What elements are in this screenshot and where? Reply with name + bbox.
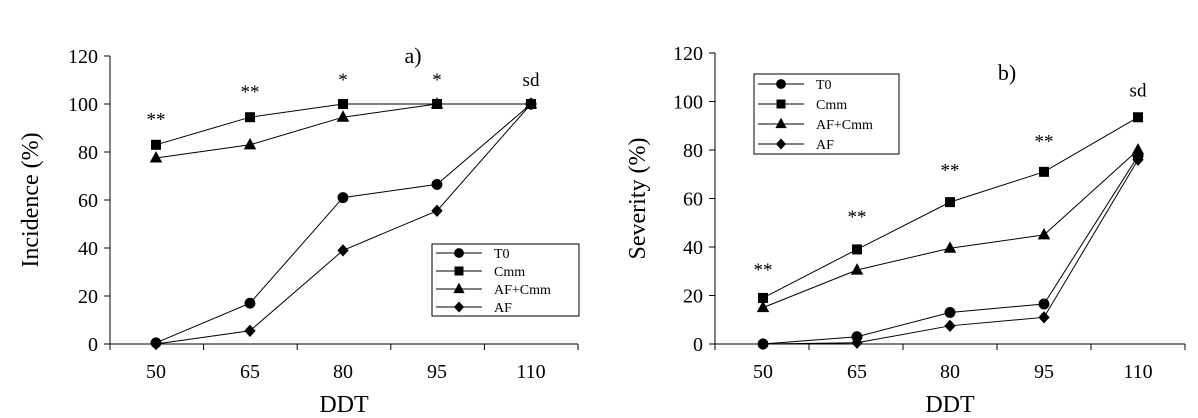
data-point	[851, 336, 863, 349]
y-tick-label: 100	[68, 94, 98, 116]
significance-annotation: sd	[1130, 81, 1147, 102]
y-tick-label: 20	[683, 286, 703, 308]
data-point	[243, 137, 257, 150]
legend: T0 Cmm AF+Cmm AF	[431, 243, 580, 317]
chart-panel-a: 0 20 40 60 80 100 120 50 65 80 95 110 DDT Incidence (…	[18, 43, 580, 418]
data-point	[151, 139, 161, 150]
data-point	[337, 192, 349, 204]
x-axis-title: DDT	[925, 392, 975, 418]
series-cmm	[151, 99, 536, 150]
data-point	[244, 324, 256, 337]
legend-marker	[776, 99, 786, 109]
series-af	[757, 153, 1144, 351]
y-tick-label: 0	[693, 334, 703, 356]
y-tick-label: 120	[673, 43, 703, 65]
legend-label: Cmm	[816, 98, 847, 113]
x-tick-label: 50	[753, 361, 773, 383]
data-point	[757, 337, 769, 351]
series-af	[150, 97, 537, 351]
significance-annotation: **	[241, 82, 260, 103]
data-point	[1038, 298, 1050, 310]
significance-annotation: *	[432, 70, 442, 91]
legend-marker	[776, 79, 786, 89]
y-tick-label: 60	[683, 189, 703, 211]
data-point	[431, 178, 443, 190]
data-point	[244, 297, 256, 309]
y-tick-label: 60	[78, 190, 98, 212]
x-tick-label: 50	[146, 361, 166, 383]
significance-annotation: sd	[523, 70, 540, 91]
significance-annotation: *	[338, 70, 348, 91]
data-point	[943, 241, 957, 253]
y-axis-title: Severity (%)	[625, 138, 651, 260]
legend-marker	[453, 282, 465, 294]
legend-marker	[775, 138, 787, 150]
y-tick-label: 100	[673, 92, 703, 114]
data-point	[245, 112, 255, 123]
x-tick-label: 110	[1123, 361, 1152, 383]
data-point	[1038, 311, 1050, 324]
legend-label: T0	[816, 78, 832, 93]
y-tick-label: 20	[78, 286, 98, 308]
data-point	[431, 204, 443, 217]
y-tick-label: 40	[683, 237, 703, 259]
data-point	[337, 244, 349, 257]
y-tick-label: 40	[78, 238, 98, 260]
x-tick-label: 80	[333, 361, 353, 383]
x-tick-label: 95	[1034, 361, 1054, 383]
chart-panel-b: 0 20 40 60 80 100 120 50 65 80 95 110 DDT Severity (%…	[625, 43, 1186, 418]
significance-annotation: **	[848, 207, 867, 228]
data-point	[338, 99, 348, 109]
significance-annotation: **	[754, 260, 773, 281]
legend-marker	[453, 301, 465, 313]
series-line	[155, 103, 531, 146]
legend-marker	[775, 117, 787, 129]
x-tick-label: 65	[847, 361, 867, 383]
data-point	[149, 151, 163, 163]
legend-label: Cmm	[494, 265, 525, 280]
y-tick-label: 80	[683, 140, 703, 162]
data-point	[852, 244, 862, 255]
significance-annotation: **	[1035, 132, 1054, 153]
data-point	[945, 197, 955, 208]
x-tick-label: 110	[516, 361, 545, 383]
data-point	[1133, 112, 1143, 123]
data-point	[756, 300, 770, 313]
data-point	[944, 319, 956, 332]
y-axis-title: Incidence (%)	[18, 132, 44, 267]
data-point	[850, 263, 864, 275]
y-tick-label: 80	[78, 142, 98, 164]
x-axis-title: DDT	[319, 392, 369, 418]
data-point	[1132, 153, 1144, 166]
x-tick-label: 80	[940, 361, 960, 383]
significance-annotation: **	[941, 161, 960, 182]
legend-label: AF+Cmm	[494, 283, 551, 298]
series-cmm	[758, 112, 1143, 303]
panel-label: b)	[998, 60, 1016, 85]
legend: T0 Cmm AF+Cmm AF	[753, 73, 900, 155]
data-point	[150, 337, 162, 351]
x-tick-label: 65	[240, 361, 260, 383]
panel-label: a)	[404, 43, 421, 68]
significance-annotation: **	[147, 110, 166, 131]
series-af-cmm	[756, 143, 1145, 313]
data-point	[336, 110, 350, 122]
legend-marker	[454, 248, 464, 258]
data-point	[1131, 143, 1145, 155]
y-tick-label: 120	[68, 46, 98, 68]
data-point	[525, 97, 537, 111]
y-tick-label: 0	[88, 334, 98, 356]
x-tick-label: 95	[427, 361, 447, 383]
data-point	[430, 97, 444, 109]
data-point	[1039, 166, 1049, 177]
legend-label: AF	[816, 138, 834, 153]
data-point	[944, 307, 956, 318]
legend-label: T0	[494, 247, 510, 262]
legend-label: AF	[494, 301, 512, 316]
data-point	[1037, 227, 1051, 240]
legend-label: AF+Cmm	[816, 118, 873, 133]
legend-marker	[454, 266, 464, 276]
